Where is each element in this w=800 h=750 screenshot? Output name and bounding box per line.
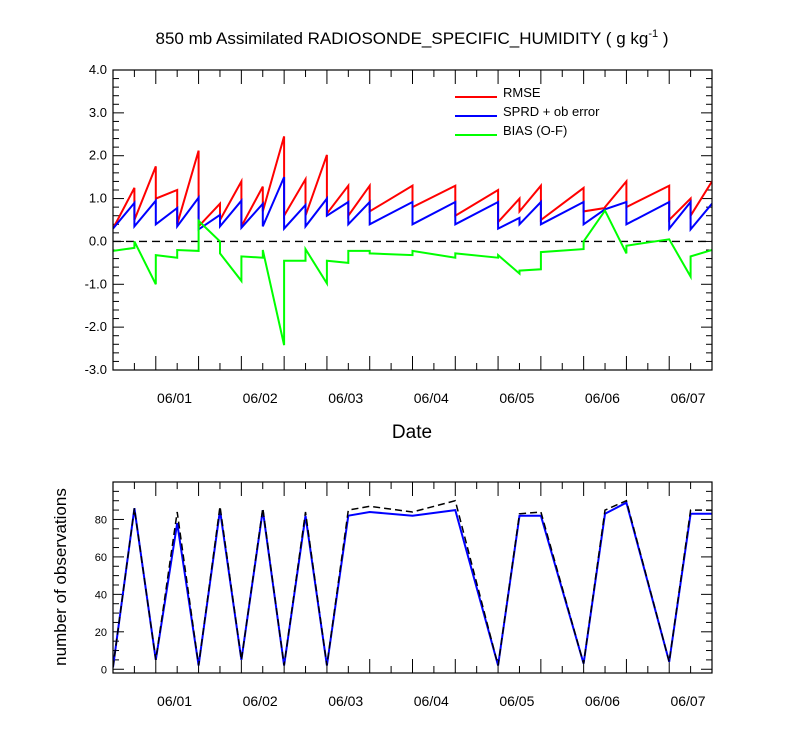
x-tick-label: 06/04 (414, 693, 449, 709)
legend-label: SPRD + ob error (503, 104, 600, 119)
x-tick-label: 06/01 (157, 390, 192, 406)
x-tick-label: 06/01 (157, 693, 192, 709)
chart-title-superscript: -1 (648, 28, 658, 40)
y-tick-label: 0 (101, 664, 107, 676)
y-tick-label: -1.0 (85, 276, 107, 291)
y-axis-label: number of observations (51, 488, 70, 666)
x-tick-label: 06/07 (670, 693, 705, 709)
x-tick-label: 06/02 (243, 390, 278, 406)
y-tick-label: 1.0 (89, 191, 107, 206)
observations-chart: number of observations 0 20 40 60 80 06/01 06/… (51, 481, 713, 709)
observations-assimilated-series-line (113, 501, 712, 668)
x-tick-label: 06/04 (414, 390, 449, 406)
x-tick-label: 06/07 (670, 390, 705, 406)
x-tick-label: 06/06 (585, 390, 620, 406)
chart-title-main: 850 mb Assimilated RADIOSONDE_SPECIFIC_H… (156, 29, 649, 48)
y-tick-label: 40 (95, 589, 107, 601)
sprd-ob-error-series-line (113, 176, 712, 233)
y-tick-label: 4.0 (89, 62, 107, 77)
observations-possible-series-line (113, 499, 712, 668)
y-tick-label: 60 (95, 552, 107, 564)
bias-o-f-series-line (113, 208, 712, 346)
y-tick-label: 0.0 (89, 233, 107, 248)
y-tick-label: 2.0 (89, 148, 107, 163)
legend-label: RMSE (503, 85, 541, 100)
y-tick-label: -3.0 (85, 362, 107, 377)
plot-frame (112, 481, 713, 674)
x-tick-label: 06/05 (499, 390, 534, 406)
x-tick-label: 06/03 (328, 693, 363, 709)
chart-title-suffix: ) (658, 29, 668, 48)
y-tick-label: 3.0 (89, 105, 107, 120)
chart-title: 850 mb Assimilated RADIOSONDE_SPECIFIC_H… (156, 28, 669, 48)
x-tick-label: 06/05 (499, 693, 534, 709)
x-axis-label: Date (392, 422, 432, 443)
rmse-series-line (113, 136, 712, 230)
x-tick-label: 06/06 (585, 693, 620, 709)
x-tick-label: 06/03 (328, 390, 363, 406)
rmse-bias-chart: 850 mb Assimilated RADIOSONDE_SPECIFIC_H… (85, 28, 713, 443)
plot-frame (112, 69, 713, 371)
x-tick-label: 06/02 (243, 693, 278, 709)
y-tick-label: 20 (95, 627, 107, 639)
y-tick-label: -2.0 (85, 319, 107, 334)
legend-label: BIAS (O-F) (503, 123, 567, 138)
y-tick-label: 80 (95, 514, 107, 526)
